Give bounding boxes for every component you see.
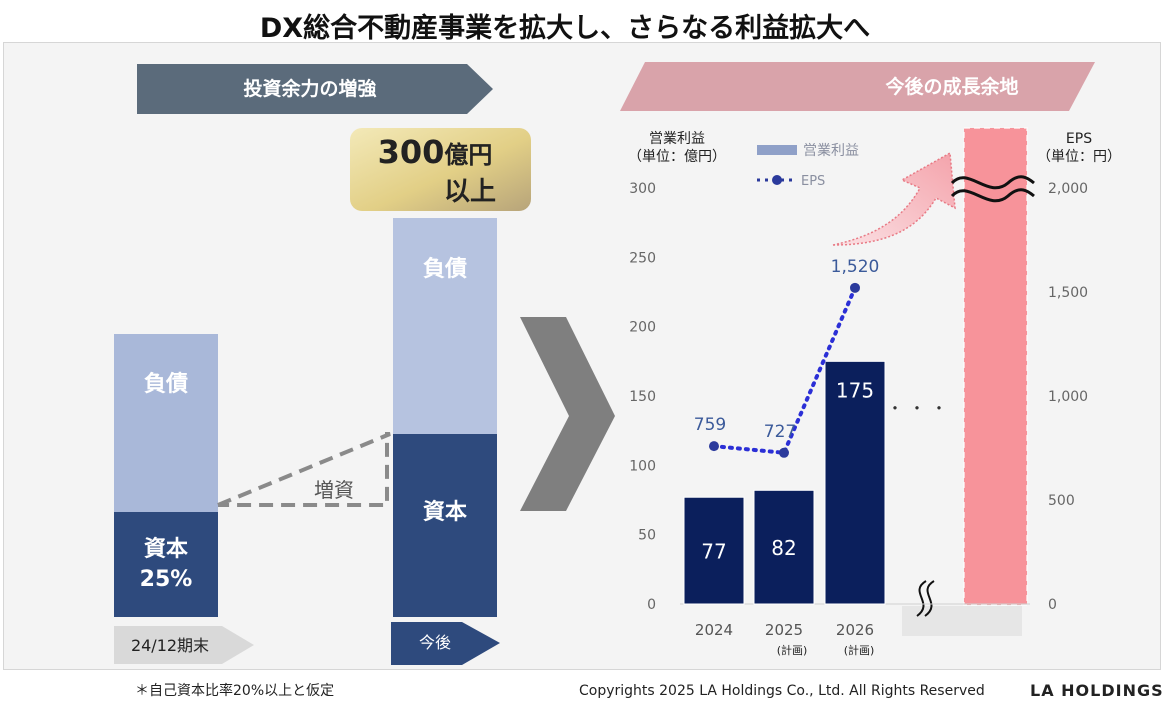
chart-ellipsis: ・・・ (887, 399, 953, 418)
callout-text-line2: 以上 (444, 177, 496, 207)
callout-badge (350, 128, 531, 211)
callout-unit: 億円 (444, 141, 492, 169)
bar-before-equity-ratio: 25% (140, 567, 193, 592)
banner-right-shape (620, 62, 1095, 111)
y-tick-left: 200 (629, 320, 656, 336)
y-tick-left: 0 (647, 597, 656, 613)
period-before-tag (114, 626, 254, 664)
bar-operating-profit (753, 489, 815, 605)
y-tick-left: 250 (629, 250, 656, 266)
eps-point (850, 282, 860, 293)
y-tick-left: 100 (629, 458, 656, 474)
period-after-label: 今後 (419, 633, 451, 652)
eps-point (709, 441, 719, 452)
y-tick-right: 0 (1048, 597, 1057, 613)
x-tick-label: 2025 (765, 621, 803, 639)
legend-line-marker (772, 175, 782, 185)
axis-gap-shade (902, 606, 1022, 636)
page-title: DX総合不動産事業を拡大し、さらなる利益拡大へ (259, 13, 871, 44)
callout-number: 300 (378, 133, 445, 171)
y-tick-right: 1,000 (1048, 389, 1088, 405)
left-axis-title-1: 営業利益 (649, 131, 705, 147)
bar-before-equity-label: 資本 (144, 536, 188, 562)
axis-break-bottom (916, 580, 927, 617)
y-tick-left: 300 (629, 181, 656, 197)
y-tick-left: 150 (629, 389, 656, 405)
right-axis-title-2: （単位：円） (1037, 149, 1121, 165)
x-tick-label: 2024 (695, 621, 733, 639)
bar-value-label: 82 (771, 536, 796, 560)
bar-after-debt (393, 218, 497, 434)
period-before-label: 24/12期末 (131, 636, 209, 655)
bar-before-equity (114, 512, 218, 617)
footnote: ＊自己資本比率20%以上と仮定 (135, 683, 335, 699)
banner-left-text: 投資余力の増強 (243, 77, 376, 100)
chart-layer: 0 50 100 150 200 250 300 0 500 1,000 1,500 2,000 77 8… (629, 181, 1088, 639)
eps-value-label: 759 (694, 415, 726, 435)
axis-break-right-top (950, 175, 1035, 190)
y-tick-right: 1,500 (1048, 285, 1088, 301)
banner-left-shape (137, 64, 493, 114)
banner-right-text: 今後の成長余地 (884, 75, 1018, 98)
x-sub-2026: (計画) (844, 643, 875, 657)
future-column-border (963, 127, 1028, 606)
increase-dashed-lines (217, 432, 391, 507)
y-tick-right: 500 (1048, 493, 1075, 509)
left-axis-title-2: （単位：億円） (628, 149, 726, 165)
bar-after-debt-label: 負債 (423, 256, 467, 282)
legend-bar-label: 営業利益 (803, 143, 859, 159)
bar-before-debt (114, 334, 218, 512)
right-axis-title-1: EPS (1066, 131, 1092, 147)
bar-after-equity (393, 434, 497, 617)
future-column (964, 128, 1027, 605)
brand-logo: LA HOLDINGS (1030, 681, 1164, 700)
axis-break-bottom-2 (924, 580, 935, 617)
eps-value-label: 1,520 (831, 257, 880, 277)
x-sub-2025: (計画) (777, 643, 808, 657)
x-tick-label: 2026 (836, 621, 874, 639)
bar-after-equity-label: 資本 (423, 499, 467, 525)
bar-value-label: 175 (836, 378, 874, 402)
y-tick-right: 2,000 (1048, 181, 1088, 197)
increase-label: 増資 (314, 478, 354, 502)
period-after-tag (391, 622, 500, 665)
bar-operating-profit (683, 496, 745, 605)
callout-text-line1: 300億円 (378, 133, 493, 171)
bar-operating-profit (824, 360, 886, 605)
eps-point (779, 447, 789, 458)
legend-bar-swatch (757, 145, 797, 155)
bar-before-debt-label: 負債 (144, 371, 188, 397)
axis-break-right-bottom (950, 188, 1035, 203)
y-tick-left: 50 (638, 528, 656, 544)
copyright: Copyrights 2025 LA Holdings Co., Ltd. Al… (579, 683, 985, 699)
bar-value-label: 77 (701, 540, 726, 564)
growth-arrow (832, 151, 956, 246)
eps-value-label: 727 (764, 422, 796, 442)
transition-chevron (520, 317, 615, 511)
legend-line-label: EPS (801, 174, 825, 189)
